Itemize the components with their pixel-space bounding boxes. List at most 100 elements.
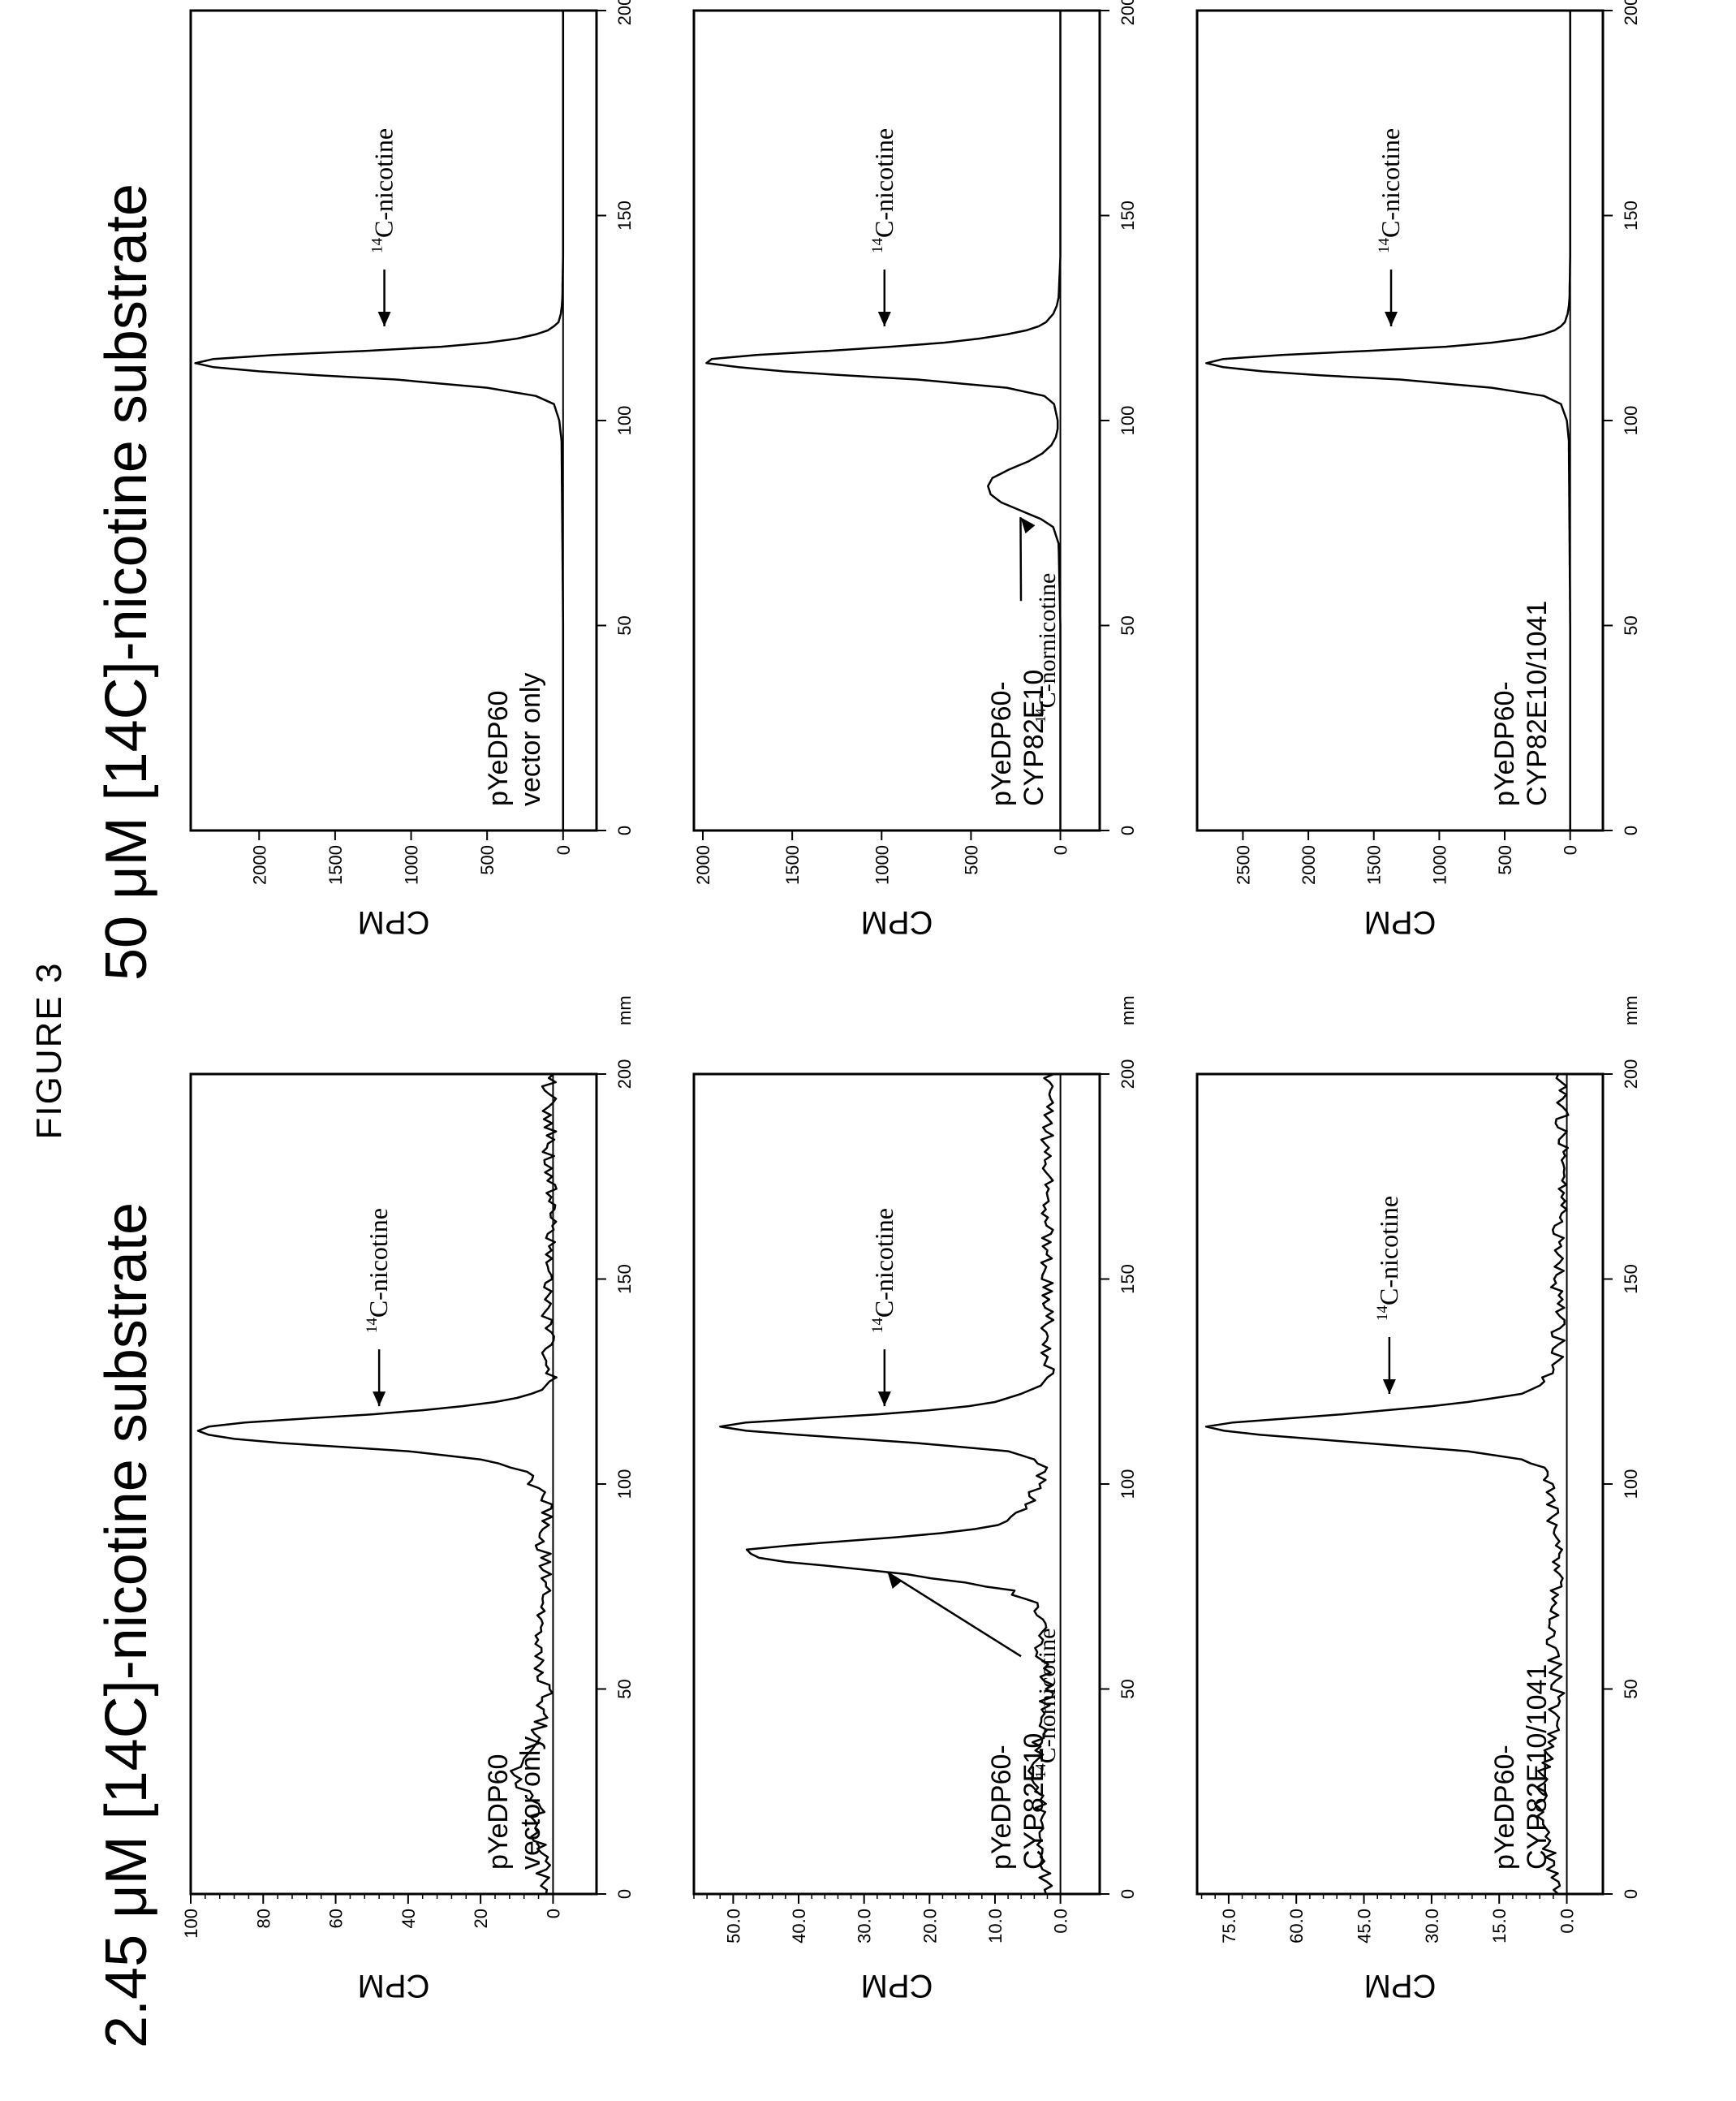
compound-name: C-nornicotine <box>1034 1629 1061 1764</box>
x-tick-label: 200 <box>614 1059 635 1089</box>
nicotine-arrow-head <box>373 1391 386 1407</box>
y-axis-label: CPM <box>358 1968 430 2004</box>
sample-label-line2: vector only <box>515 673 546 806</box>
sample-label-line1: pYeDP60- <box>1489 1745 1520 1870</box>
x-tick-label: 200 <box>1118 0 1138 25</box>
y-tick-label: 0.0 <box>1557 1909 1578 1934</box>
x-tick-label: 100 <box>614 1469 635 1499</box>
nicotine-label: 14C-nicotine <box>1374 1196 1403 1321</box>
x-tick-label: 150 <box>1621 201 1641 231</box>
nicotine-label: 14C-nicotine <box>869 128 898 253</box>
x-tick-label: 100 <box>1621 1469 1641 1499</box>
y-tick-label: 2000 <box>1299 845 1319 885</box>
y-tick-label: 75.0 <box>1219 1909 1239 1944</box>
isotope-superscript: 14 <box>369 237 386 253</box>
series-line <box>705 11 1062 830</box>
nornicotine-label: 14C-nornicotine <box>1032 573 1061 723</box>
compound-name: C-nornicotine <box>1034 573 1061 709</box>
x-unit-label: mm <box>614 995 635 1025</box>
x-tick-label: 0 <box>1118 1889 1138 1899</box>
x-tick-label: 50 <box>614 615 635 635</box>
x-tick-label: 200 <box>614 0 635 25</box>
y-tick-label: 40 <box>398 1909 419 1928</box>
compound-name: C-nicotine <box>869 128 898 238</box>
nicotine-arrow-head <box>877 311 891 326</box>
y-tick-label: 1000 <box>872 845 892 885</box>
y-axis-label: CPM <box>1364 904 1437 940</box>
sample-label-line1: pYeDP60- <box>1489 681 1520 806</box>
y-tick-label: 500 <box>477 845 498 875</box>
x-tick-label: 0 <box>614 1889 635 1899</box>
x-tick-label: 150 <box>1621 1264 1641 1294</box>
sample-label-line1: pYeDP60 <box>483 1754 514 1870</box>
y-tick-label: 0 <box>1561 845 1581 855</box>
x-tick-label: 50 <box>614 1679 635 1698</box>
x-tick-label: 150 <box>1118 201 1138 231</box>
nornicotine-arrow-line <box>1019 517 1023 602</box>
x-unit-label: mm <box>1621 995 1641 1025</box>
chart-panel: 05001000150020002500CPM050100150200mmpYe… <box>1195 0 1641 940</box>
y-tick-label: 100 <box>181 1909 201 1939</box>
chart-panel: 0500100015002000CPM050100150200mmpYeDP60… <box>189 0 635 940</box>
nicotine-label: 14C-nicotine <box>1376 128 1405 253</box>
compound-name: C-nicotine <box>869 1208 898 1318</box>
x-tick-label: 150 <box>614 1264 635 1294</box>
nicotine-arrow-head <box>377 311 391 326</box>
x-tick-label: 150 <box>614 201 635 231</box>
y-tick-label: 1500 <box>1364 845 1385 885</box>
y-tick-label: 20 <box>471 1909 491 1928</box>
x-tick-label: 200 <box>1621 0 1641 25</box>
y-tick-label: 500 <box>961 845 981 875</box>
x-tick-label: 50 <box>1118 615 1138 635</box>
compound-name: C-nicotine <box>369 128 398 238</box>
y-tick-label: 0 <box>554 845 574 855</box>
isotope-superscript: 14 <box>1376 237 1393 253</box>
series-line <box>719 1072 1055 1895</box>
x-tick-label: 100 <box>1118 1469 1138 1499</box>
nornicotine-label: 14C-nornicotine <box>1032 1629 1061 1779</box>
y-tick-label: 20.0 <box>920 1909 940 1944</box>
sample-label-line2: vector only <box>515 1736 546 1870</box>
series-line <box>194 11 565 830</box>
x-tick-label: 50 <box>1621 615 1641 635</box>
y-tick-label: 80 <box>253 1909 274 1928</box>
y-tick-label: 2000 <box>249 845 269 885</box>
series-line <box>196 1073 558 1895</box>
x-tick-label: 50 <box>1621 1679 1641 1698</box>
isotope-superscript: 14 <box>1032 1763 1049 1778</box>
sample-label-line2: CYP82E10/1041 <box>1522 601 1553 806</box>
chart-panel: 0 20 40 60 80 100 CPM 0 50 100 150 200 mm pYeDP60 vect… <box>181 995 635 2004</box>
nicotine-label: 14C-nicotine <box>364 1208 393 1333</box>
sample-label-line2: CYP82E10 <box>1019 670 1049 806</box>
y-axis-label: CPM <box>861 1968 933 2004</box>
y-tick-label: 2000 <box>693 845 713 885</box>
x-tick-label: 150 <box>1118 1264 1138 1294</box>
y-tick-label: 10.0 <box>985 1909 1006 1944</box>
series-line <box>1204 1073 1570 1895</box>
chart-panel: 0.0 15.0 30.0 45.0 60.0 75.0 CPM 0 50 100 150 200 mm… <box>1195 995 1641 2004</box>
isotope-superscript: 14 <box>1032 708 1049 723</box>
isotope-superscript: 14 <box>1374 1305 1391 1322</box>
x-tick-label: 200 <box>1118 1059 1138 1089</box>
x-tick-label: 0 <box>1621 826 1641 835</box>
nicotine-arrow-head <box>1382 1379 1396 1394</box>
x-unit-label: mm <box>1118 995 1138 1025</box>
chart-panel: 0.0 10.0 20.0 30.0 40.0 50.0 CPM 0 50 100 150 200 mm… <box>692 995 1138 2004</box>
y-tick-label: 60.0 <box>1286 1909 1307 1944</box>
nicotine-label: 14C-nicotine <box>369 128 398 253</box>
nicotine-arrow-head <box>1385 311 1398 326</box>
isotope-superscript: 14 <box>869 237 886 253</box>
isotope-superscript: 14 <box>364 1318 381 1334</box>
nornicotine-arrow-line <box>887 1571 1022 1658</box>
y-tick-label: 0.0 <box>1051 1909 1071 1934</box>
compound-name: C-nicotine <box>1376 128 1405 238</box>
y-tick-label: 1500 <box>782 845 803 885</box>
y-axis-label: CPM <box>1364 1968 1437 2004</box>
right-condition-title: 50 μM [14C]-nicotine substrate <box>94 183 159 981</box>
y-tick-label: 45.0 <box>1355 1909 1375 1944</box>
sample-label-line1: pYeDP60- <box>986 1745 1017 1870</box>
